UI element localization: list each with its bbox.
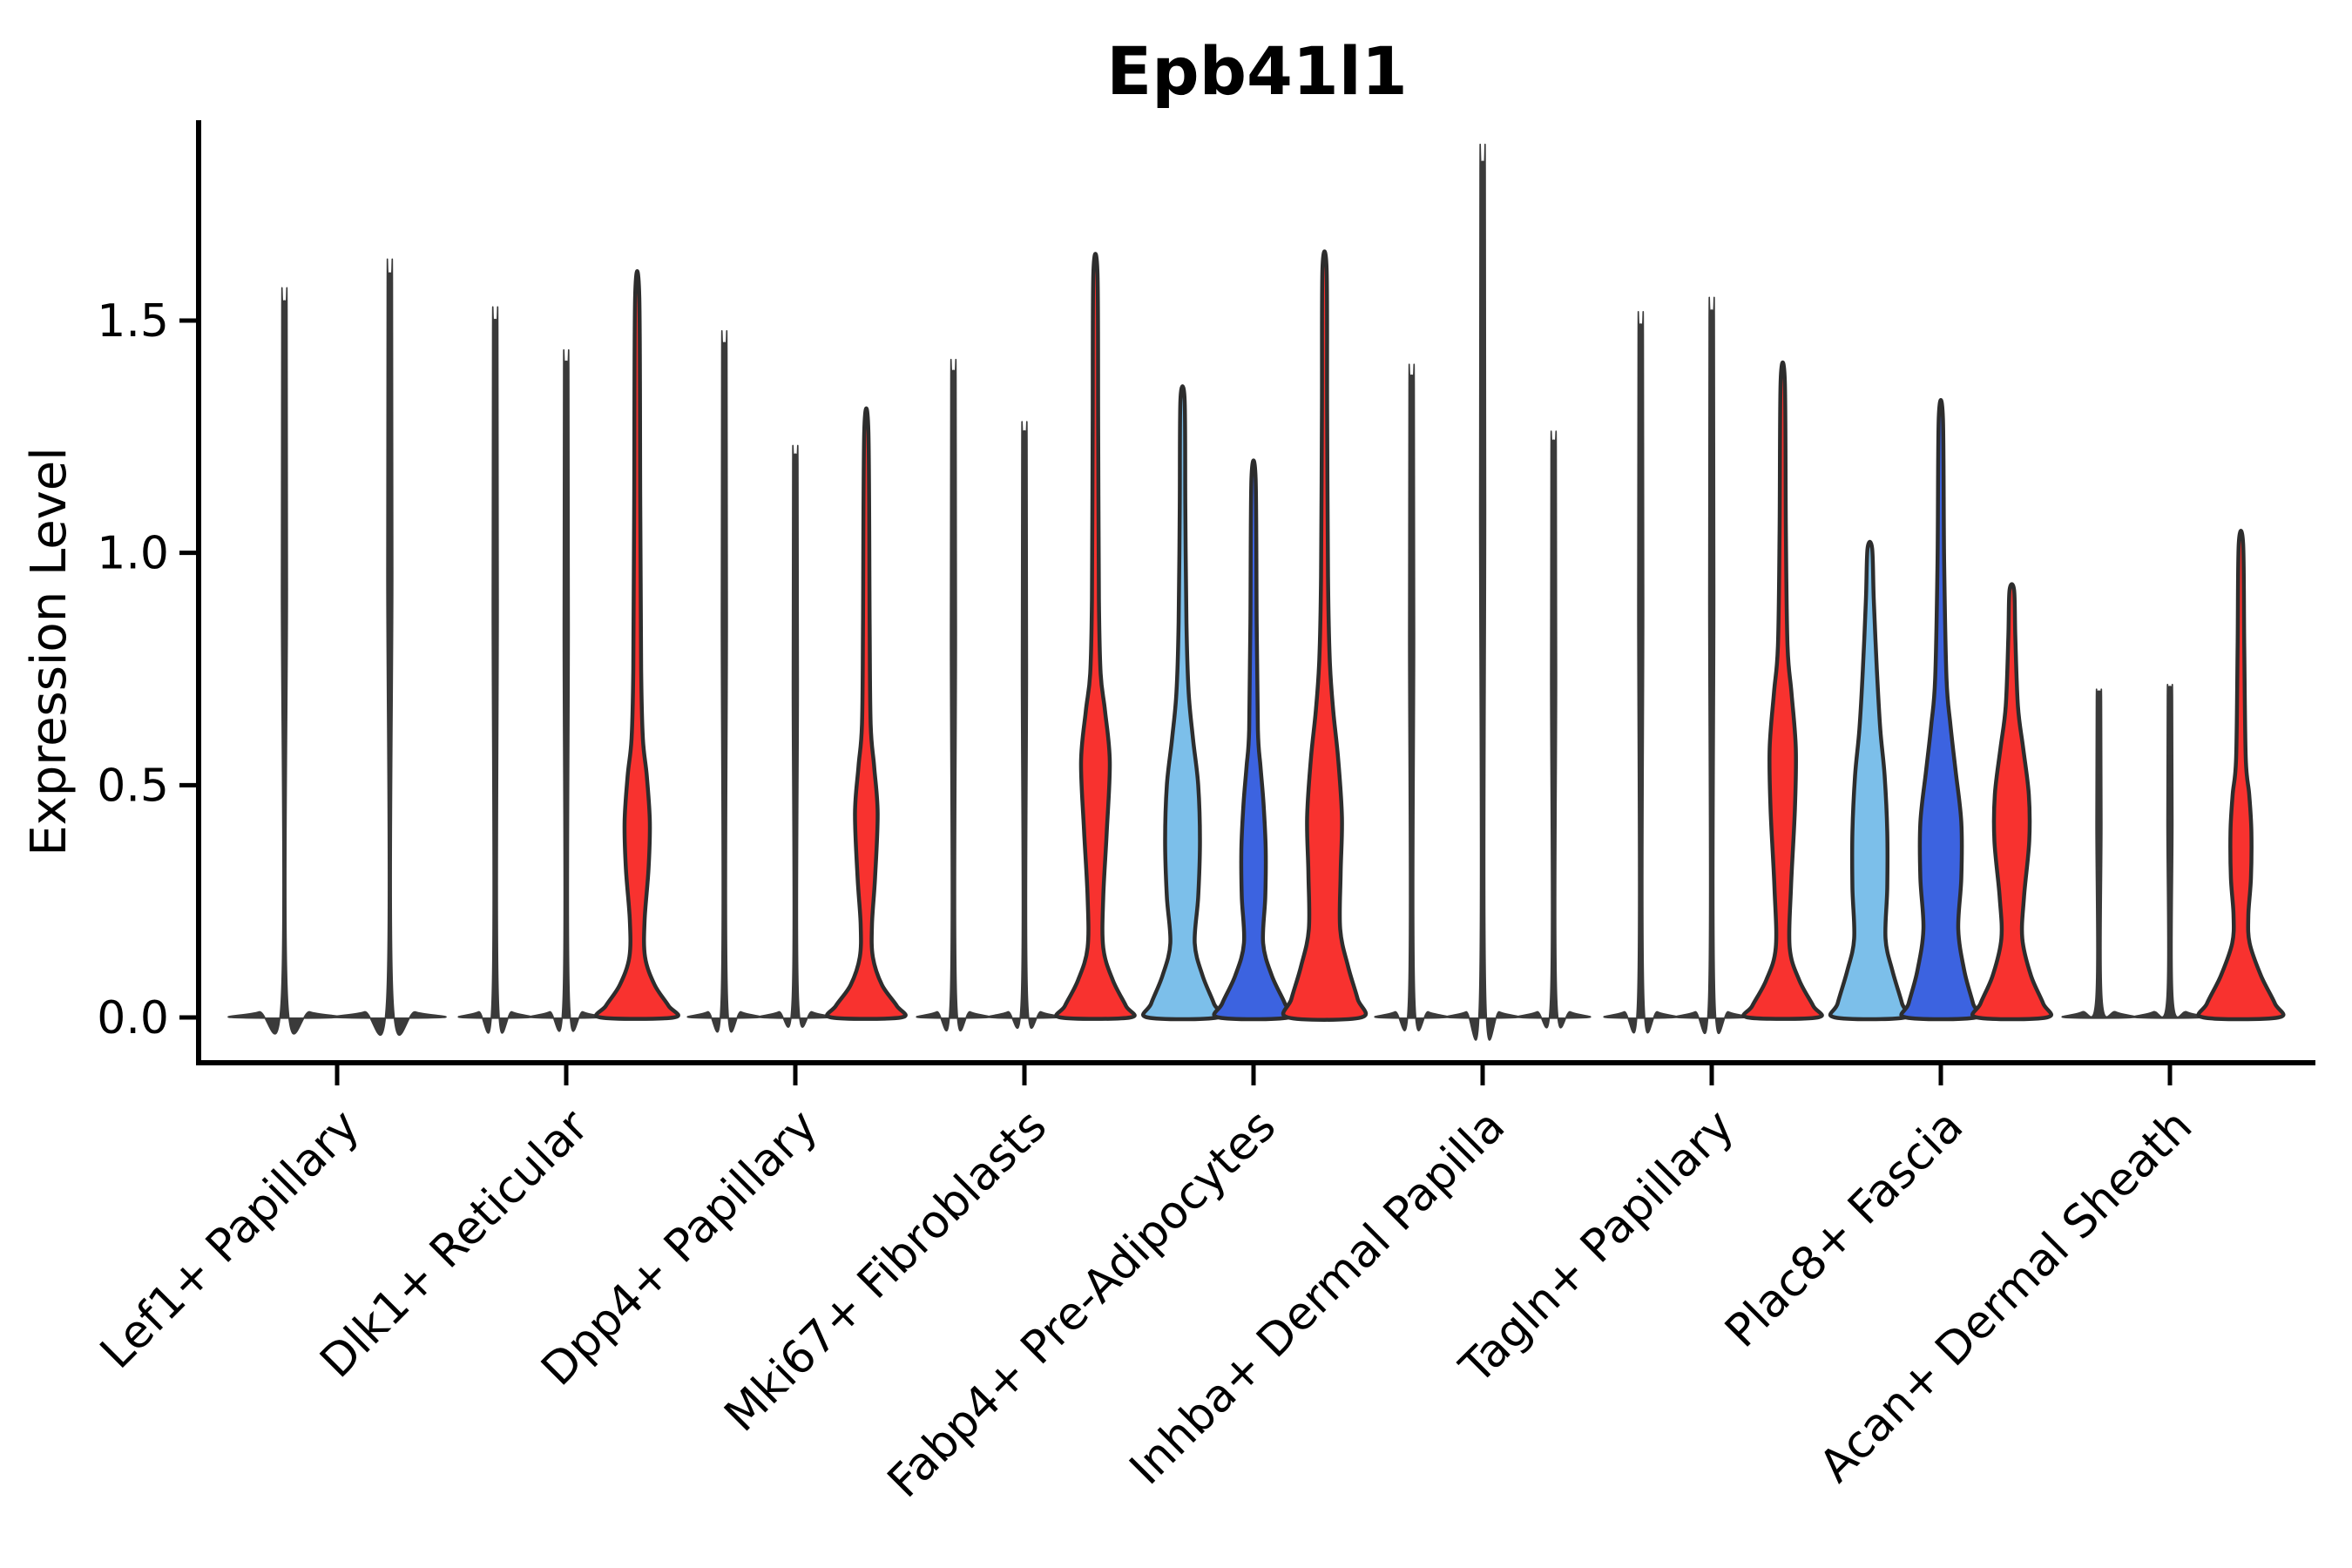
violin-layer bbox=[227, 144, 2286, 1041]
violin-9-3 bbox=[2196, 529, 2286, 1022]
expression-point bbox=[2096, 837, 2102, 844]
violin-3-3 bbox=[825, 406, 908, 1021]
violin-4-3 bbox=[1054, 252, 1137, 1021]
y-tick-label: 1.0 bbox=[97, 528, 169, 580]
violin-8-1 bbox=[1828, 539, 1912, 1022]
violin-2-3 bbox=[594, 269, 680, 1021]
violin-5-3 bbox=[1281, 249, 1369, 1022]
violin-4-2 bbox=[987, 421, 1062, 1029]
y-tick-label: 1.5 bbox=[97, 295, 169, 348]
violin-5-2 bbox=[1212, 458, 1295, 1022]
y-tick-label: 0.5 bbox=[97, 760, 169, 812]
x-tick-label-5: Fabp4+ Pre-Adipocytes bbox=[878, 1100, 1286, 1508]
expression-point bbox=[2096, 767, 2102, 774]
x-tick-label-9: Acan+ Dermal Sheath bbox=[1810, 1100, 2203, 1493]
violin-8-3 bbox=[1970, 582, 2053, 1022]
expression-point bbox=[2166, 861, 2173, 868]
violin-5-1 bbox=[1141, 384, 1224, 1022]
expression-point bbox=[2166, 759, 2173, 766]
violin-4-1 bbox=[916, 358, 991, 1031]
expression-point bbox=[2166, 870, 2173, 877]
violin-7-1 bbox=[1603, 311, 1679, 1034]
violin-6-1 bbox=[1374, 363, 1450, 1031]
x-tick-label-6: Inhba+ Dermal Papilla bbox=[1120, 1100, 1515, 1495]
violin-7-2 bbox=[1674, 296, 1749, 1035]
violin-6-2 bbox=[1445, 144, 1520, 1041]
violin-9-1 bbox=[2061, 688, 2137, 1019]
violin-1-1 bbox=[227, 287, 341, 1035]
expression-point bbox=[2166, 781, 2173, 788]
violin-9-2 bbox=[2132, 684, 2207, 1019]
axis-layer bbox=[179, 120, 2315, 1085]
expression-point bbox=[2166, 749, 2173, 756]
violin-3-1 bbox=[686, 330, 762, 1033]
expression-point bbox=[2096, 879, 2102, 886]
y-axis-label: Expression Level bbox=[21, 447, 78, 856]
violin-3-2 bbox=[758, 444, 833, 1028]
violin-2-1 bbox=[457, 306, 533, 1034]
plot-title: Epb41l1 bbox=[1106, 32, 1407, 110]
y-tick-label: 0.0 bbox=[97, 992, 169, 1044]
violin-1-2 bbox=[333, 258, 447, 1037]
expression-point bbox=[2096, 865, 2102, 872]
violin-2-2 bbox=[529, 348, 604, 1032]
violin-8-2 bbox=[1899, 398, 1983, 1022]
x-tick-label-8: Plac8+ Fascia bbox=[1715, 1100, 1973, 1358]
expression-point bbox=[2166, 814, 2173, 821]
violin-6-3 bbox=[1516, 430, 1592, 1029]
violin-7-3 bbox=[1741, 360, 1824, 1021]
